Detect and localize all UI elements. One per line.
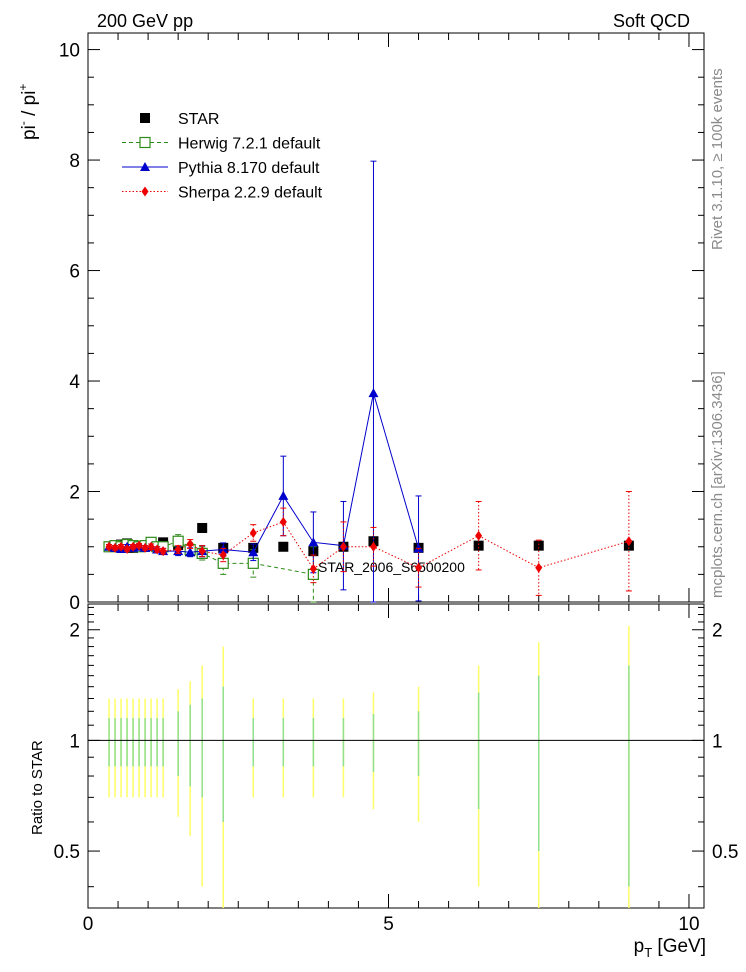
ratio-xtick-label: 10 — [678, 914, 699, 935]
data-point — [475, 530, 483, 541]
legend-item-star: STAR — [140, 111, 219, 128]
header-left: 200 GeV pp — [97, 11, 193, 31]
watermark: STAR_2006_S6500200 — [318, 559, 465, 575]
data-point — [129, 541, 137, 552]
ratio-xtick-label: 5 — [383, 914, 394, 935]
main-ytick-label: 10 — [59, 41, 80, 62]
data-point — [197, 522, 208, 533]
data-point — [279, 516, 287, 527]
main-ytick-label: 2 — [69, 483, 80, 504]
xlabel-main: p — [634, 936, 645, 957]
data-point — [123, 543, 131, 554]
mcplots-label: mcplots.cern.ch [arXiv:1306.3436] — [709, 371, 726, 598]
legend-item-herwig: Herwig 7.2.1 default — [122, 136, 321, 153]
header-right: Soft QCD — [613, 11, 690, 31]
svg-text:pT [GeV]: pT [GeV] — [634, 936, 706, 960]
main-ytick-label: 0 — [69, 593, 80, 614]
ratio-xtick-label: 0 — [83, 914, 94, 935]
svg-text:pi- / pi+: pi- / pi+ — [16, 84, 40, 140]
data-point — [141, 186, 149, 197]
data-point — [185, 547, 196, 557]
data-point — [415, 562, 423, 573]
ratio-ylabel: Ratio to STAR — [29, 740, 46, 835]
data-point — [117, 541, 125, 552]
ratio-ytick-label-right: 1 — [712, 731, 723, 752]
legend: STAR Herwig 7.2.1 default Pythia 8.170 def… — [122, 111, 323, 202]
series-pythia — [104, 160, 424, 603]
data-point — [535, 562, 543, 573]
data-point — [174, 544, 182, 555]
data-point — [278, 490, 289, 500]
data-point — [140, 162, 150, 171]
main-ytick-label: 8 — [69, 151, 80, 172]
legend-label: Herwig 7.2.1 default — [178, 136, 321, 153]
data-point — [147, 541, 155, 552]
data-point — [159, 546, 167, 557]
legend-label: Sherpa 2.2.9 default — [178, 185, 323, 202]
ylabel-mid: / pi — [19, 91, 40, 122]
data-point — [473, 540, 484, 551]
ylabel-main: pi — [19, 125, 40, 140]
legend-item-pythia: Pythia 8.170 default — [122, 160, 320, 177]
ratio-ylabel-text: Ratio to STAR — [29, 740, 46, 835]
data-point — [111, 542, 119, 553]
xlabel-sub: T — [644, 945, 652, 960]
legend-item-sherpa: Sherpa 2.2.9 default — [122, 185, 323, 202]
main-ytick-label: 4 — [69, 372, 80, 393]
xlabel-unit: [GeV] — [652, 936, 706, 957]
ratio-frame — [87, 603, 705, 909]
data-point — [248, 547, 259, 557]
data-point — [278, 541, 289, 552]
legend-label: Pythia 8.170 default — [178, 160, 320, 177]
ratio-ytick-label: 2 — [69, 621, 80, 642]
side-label-mcplots: mcplots.cern.ch [arXiv:1306.3436] — [709, 371, 726, 598]
data-point — [369, 541, 377, 552]
data-point — [368, 388, 379, 398]
ylabel-sup1: - — [16, 121, 30, 125]
data-point — [139, 136, 151, 149]
data-point — [141, 542, 149, 553]
main-plot: 0 2 4 6 8 10 STAR_2006_S6500200 — [59, 32, 705, 614]
data-point — [105, 541, 113, 552]
data-point — [533, 540, 544, 551]
data-point — [309, 563, 317, 574]
series-sherpa — [105, 491, 633, 596]
ratio-ytick-label: 1 — [69, 731, 80, 752]
ratio-plot: 0 5 10 0.5 0.5 1 1 2 2 — [54, 603, 738, 935]
series-line-pythia — [108, 393, 420, 553]
ylabel-sup2: + — [16, 84, 30, 91]
data-point — [135, 540, 143, 551]
xlabel: pT [GeV] — [634, 936, 706, 960]
ratio-ytick-label-right: 0.5 — [712, 842, 738, 863]
data-point — [140, 113, 150, 123]
main-frame — [87, 32, 705, 603]
data-point — [249, 527, 257, 538]
data-point — [219, 550, 227, 561]
data-point — [339, 541, 347, 552]
main-ylabel: pi- / pi+ — [16, 84, 40, 140]
legend-label: STAR — [178, 111, 219, 128]
data-point — [153, 544, 161, 555]
main-ytick-label: 6 — [69, 262, 80, 283]
data-point — [198, 546, 206, 557]
ratio-ytick-label-right: 2 — [712, 621, 723, 642]
data-point — [308, 537, 319, 547]
data-point — [625, 536, 633, 547]
data-point — [186, 538, 194, 549]
rivet-label: Rivet 3.1.10, ≥ 100k events — [709, 68, 726, 250]
ratio-ytick-label: 0.5 — [54, 842, 80, 863]
side-label-rivet: Rivet 3.1.10, ≥ 100k events — [709, 68, 726, 250]
